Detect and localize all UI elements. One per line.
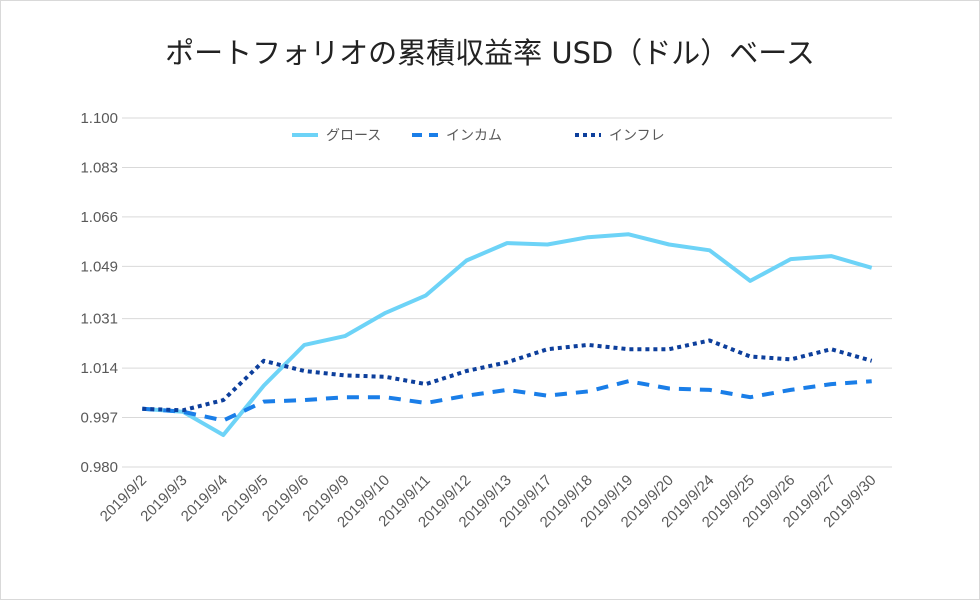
y-tick-label: 1.049 bbox=[80, 258, 118, 275]
series-line-dashed bbox=[142, 379, 872, 423]
x-axis-ticks: 2019/9/22019/9/32019/9/42019/9/52019/9/6… bbox=[97, 472, 880, 531]
legend-label: インカム bbox=[446, 128, 502, 144]
series-lines bbox=[142, 232, 873, 437]
legend: グロース インカム インフレ bbox=[292, 128, 665, 144]
y-tick-label: 0.997 bbox=[80, 410, 118, 427]
y-tick-label: 1.031 bbox=[80, 311, 118, 328]
gridlines bbox=[122, 117, 892, 468]
y-tick-label: 1.014 bbox=[80, 360, 118, 377]
y-tick-label: 1.100 bbox=[80, 110, 118, 127]
legend-label: グロース bbox=[326, 128, 381, 144]
chart-title: ポートフォリオの累積収益率 USD（ドル）ベース bbox=[165, 36, 815, 70]
series-line-solid bbox=[142, 232, 873, 437]
series-line-dotted bbox=[142, 338, 873, 413]
y-tick-label: 1.083 bbox=[80, 159, 118, 176]
y-axis-ticks: 1.100 1.083 1.066 1.049 1.031 1.014 0.997 0.980 bbox=[80, 110, 118, 476]
y-tick-label: 0.980 bbox=[80, 459, 118, 476]
y-tick-label: 1.066 bbox=[80, 209, 118, 226]
legend-label: インフレ bbox=[609, 128, 665, 144]
